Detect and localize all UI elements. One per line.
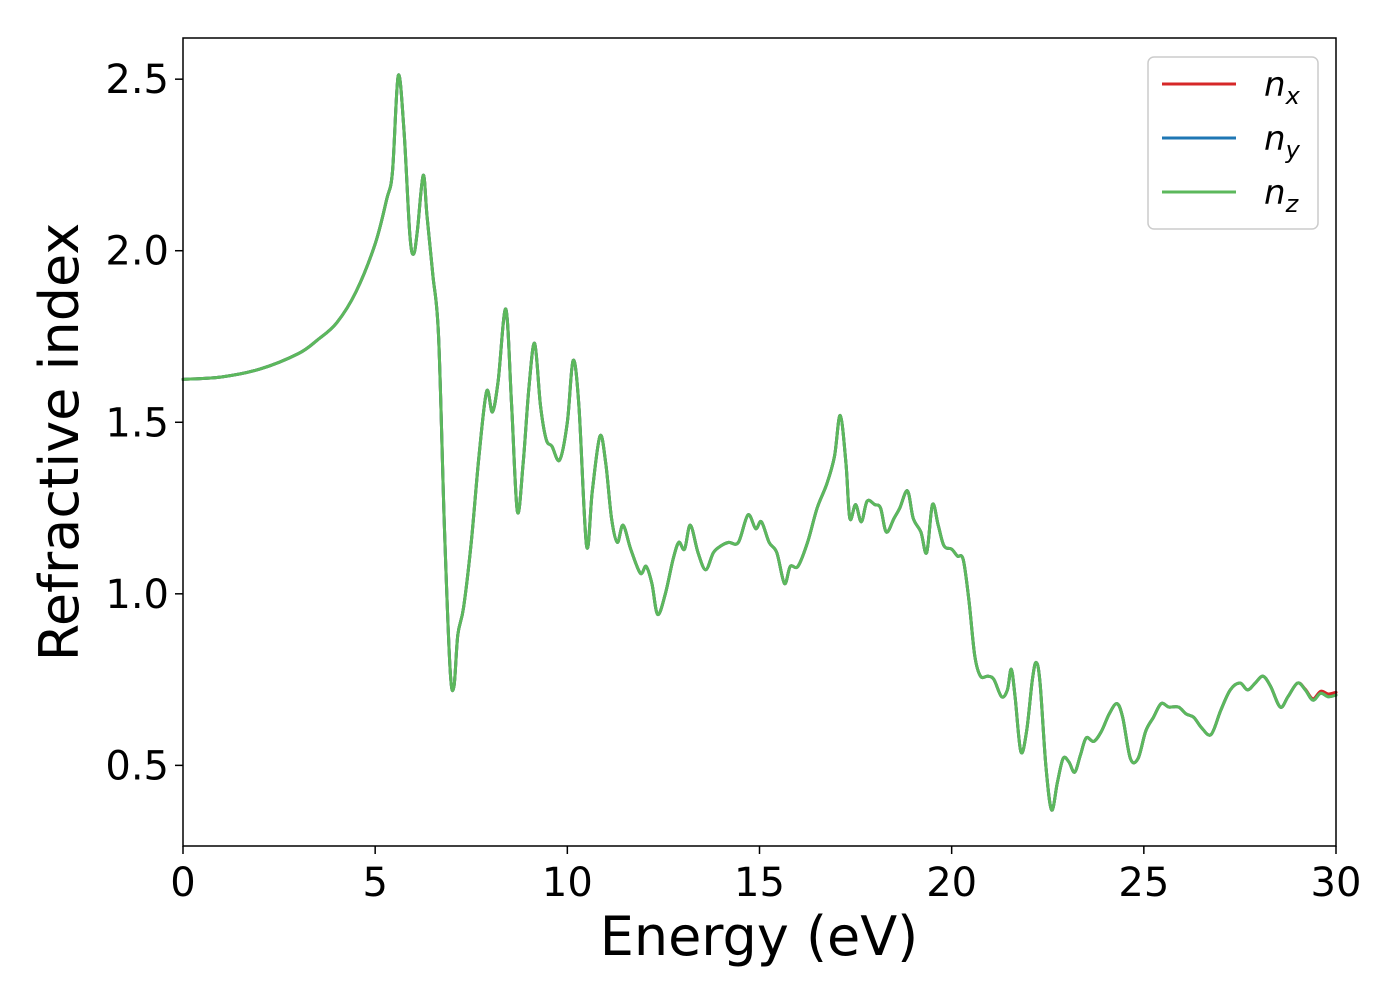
y-tick-label: 1.0 [105, 572, 169, 618]
x-tick-label: 30 [1311, 860, 1362, 906]
x-axis-ticks: 0 5 10 15 20 25 30 [170, 846, 1361, 906]
legend-label-n-y: ny [1264, 119, 1301, 164]
y-tick-label: 0.5 [105, 743, 169, 789]
legend-label-n-z: nz [1264, 173, 1300, 218]
y-axis-label: Refractive index [28, 223, 91, 662]
legend-box [1147, 56, 1319, 230]
x-tick-label: 15 [734, 860, 785, 906]
y-tick-label: 1.5 [105, 400, 169, 446]
x-axis-label: Energy (eV) [600, 905, 919, 968]
series-line-n-z [181, 73, 1338, 812]
x-tick-label: 10 [542, 860, 593, 906]
legend: nx ny nz [1147, 56, 1319, 230]
y-tick-label: 2.5 [105, 57, 169, 103]
x-tick-label: 25 [1118, 860, 1169, 906]
x-tick-label: 0 [170, 860, 195, 906]
x-tick-label: 5 [362, 860, 387, 906]
y-tick-label: 2.0 [105, 229, 169, 275]
legend-label-n-x: nx [1264, 65, 1301, 110]
x-tick-label: 20 [926, 860, 977, 906]
plot-lines [181, 73, 1338, 812]
y-axis-ticks: 0.5 1.0 1.5 2.0 2.5 [105, 57, 183, 789]
